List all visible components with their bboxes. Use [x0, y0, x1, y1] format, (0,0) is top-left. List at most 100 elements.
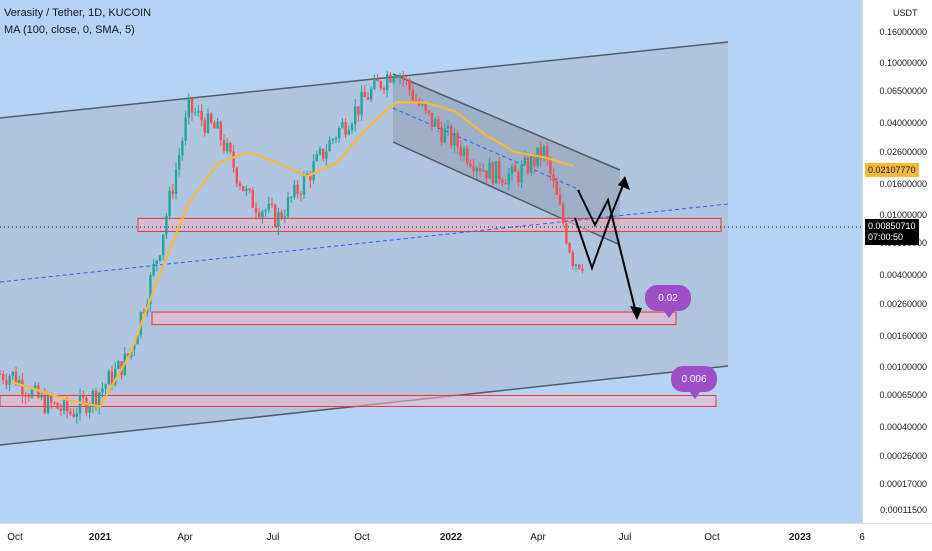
candle-body: [210, 113, 213, 123]
x-tick-label: 2021: [88, 532, 112, 543]
candle-body: [392, 77, 395, 83]
candle-body: [277, 212, 280, 228]
candle-body: [379, 81, 382, 89]
candle-body: [510, 165, 514, 174]
candle-body: [142, 311, 146, 313]
candle-body: [514, 165, 517, 172]
candle-body: [482, 170, 485, 172]
candle-body: [456, 132, 459, 147]
candle-body: [517, 171, 520, 183]
candle-body: [258, 212, 261, 218]
candle-body: [197, 110, 200, 113]
candle-body: [341, 121, 344, 128]
y-tick-label: 0.06500000: [879, 86, 927, 97]
candle-body: [443, 128, 446, 143]
candle-body: [290, 197, 293, 199]
candle-body: [466, 148, 469, 164]
candle-body: [421, 104, 424, 106]
candle-body: [485, 170, 488, 179]
candle-body: [427, 110, 430, 113]
candle-body: [245, 188, 248, 192]
zone-3: [0, 394, 717, 407]
candle-body: [72, 413, 75, 417]
y-tick-label: 0.02600000: [879, 146, 927, 157]
candle-body: [232, 151, 235, 168]
candle-body: [475, 168, 478, 172]
candle-body: [46, 395, 50, 413]
y-tick-label: 0.01000000: [879, 210, 927, 220]
last-price-value: 0.00850710: [868, 221, 916, 231]
candle-body: [382, 88, 386, 90]
y-tick-label: 0.00040000: [879, 422, 927, 433]
candle-body: [434, 119, 437, 127]
candle-body: [98, 392, 101, 407]
candle-body: [331, 139, 334, 141]
time-axis[interactable]: [0, 523, 932, 551]
candle-body: [11, 371, 14, 377]
candle-body: [184, 117, 187, 141]
target-bubble-2[interactable]: 0.006: [671, 366, 717, 399]
symbol-title[interactable]: Verasity / Tether, 1D, KUCOIN: [4, 7, 152, 19]
candle-body: [251, 190, 254, 208]
candle-body: [539, 147, 542, 159]
candle-body: [498, 161, 501, 180]
candle-body: [21, 379, 24, 396]
candle-body: [18, 379, 21, 385]
candle-body: [299, 193, 302, 195]
candle-body: [488, 162, 491, 179]
candle-body: [165, 216, 168, 235]
candle-body: [238, 183, 242, 187]
candle-body: [254, 207, 258, 213]
candle-body: [357, 106, 360, 115]
candle-body: [104, 384, 107, 389]
candle-body: [578, 264, 581, 269]
candle-body: [149, 275, 152, 305]
candle-body: [203, 120, 206, 133]
candle-body: [152, 263, 155, 276]
candle-body: [91, 390, 94, 406]
candle-body: [491, 162, 494, 184]
candle-body: [562, 204, 565, 224]
candle-body: [334, 138, 338, 140]
candle-body: [424, 104, 427, 111]
y-tick-label: 0.01600000: [879, 178, 927, 189]
candle-body: [280, 212, 283, 219]
channel-upper-line: [0, 41, 729, 119]
candle-body: [312, 161, 315, 181]
y-tick-label: 0.00011500: [880, 504, 927, 515]
target-bubble-1[interactable]: 0.02: [645, 285, 691, 318]
candle-body: [222, 140, 226, 152]
candle-body: [360, 91, 363, 115]
candle-body: [574, 264, 578, 266]
candle-body: [459, 146, 462, 156]
x-tick-label: 2023: [788, 532, 812, 543]
candle-body: [85, 397, 88, 413]
candle-body: [296, 184, 299, 194]
desc-channel-upper: [392, 73, 621, 171]
candle-body: [174, 169, 178, 194]
candle-body: [213, 122, 216, 129]
x-tick-label: Oct: [704, 532, 720, 543]
candle-body: [395, 77, 398, 79]
bearish-arrowhead: [630, 306, 642, 320]
candle-body: [440, 127, 443, 143]
x-tick-label: 6: [859, 532, 865, 543]
price-axis[interactable]: USDT 0.16000000 0.10000000 0.06500000 0.040…: [862, 0, 932, 523]
candle-body: [5, 380, 8, 385]
candle-body: [446, 125, 450, 129]
indicator-label[interactable]: MA (100, close, 0, SMA, 5): [4, 24, 135, 36]
candle-body: [533, 155, 536, 166]
candle-body: [114, 368, 117, 385]
candle-body: [347, 130, 350, 135]
candle-body: [2, 374, 5, 381]
candle-body: [181, 140, 184, 156]
candle-body: [462, 148, 466, 156]
candle-body: [478, 168, 482, 172]
candle-body: [558, 194, 562, 205]
candle-body: [552, 174, 555, 182]
candle-body: [69, 411, 72, 414]
candle-body: [117, 361, 120, 369]
x-tick-label: Apr: [177, 532, 193, 543]
